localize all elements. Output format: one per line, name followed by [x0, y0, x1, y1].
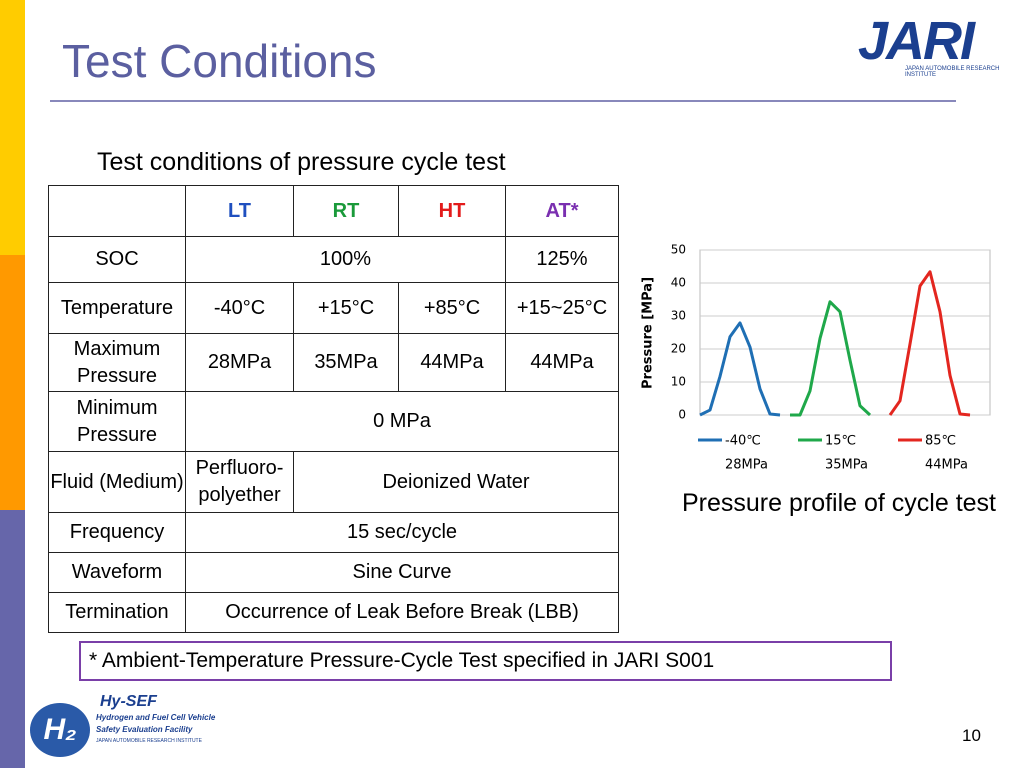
y-axis-label: Pressure [MPa]: [641, 277, 656, 389]
row-label: Fluid (Medium): [48, 451, 186, 513]
y-tick-label: 30: [671, 309, 686, 323]
legend-sublabel: 28MPa: [725, 458, 768, 473]
logo-title: Hy-SEF: [100, 693, 157, 710]
footer-logo: H₂ Hy-SEF Hydrogen and Fuel Cell Vehicle…: [30, 693, 230, 760]
y-tick-label: 10: [671, 375, 686, 389]
row-label: Temperature: [48, 282, 186, 334]
cell: 28MPa: [185, 333, 294, 392]
cell: 44MPa: [398, 333, 506, 392]
chart: Pressure [MPa] Pressure profile of cycle…: [641, 243, 997, 518]
title: Test Conditions: [62, 35, 377, 87]
y-tick-label: 50: [671, 243, 686, 257]
cell: +15°C: [293, 282, 399, 334]
bar-orange: [0, 255, 25, 510]
logo: JARI: [858, 11, 975, 71]
row-label: Frequency: [48, 512, 186, 553]
cell: Sine Curve: [185, 552, 619, 593]
legend-label: 85℃: [925, 434, 956, 449]
row-label: Minimum Pressure: [48, 391, 186, 452]
col-head: HT: [398, 185, 506, 237]
page-number: 10: [962, 726, 981, 745]
cell: -40°C: [185, 282, 294, 334]
row-label: Termination: [48, 592, 186, 633]
footnote: * Ambient-Temperature Pressure-Cycle Tes…: [79, 641, 892, 681]
series-line: [790, 300, 872, 417]
legend-sublabel: 35MPa: [825, 458, 868, 473]
legend-label: 15℃: [825, 434, 856, 449]
bar-yellow: [0, 0, 25, 255]
cell: 0 MPa: [185, 391, 619, 452]
legend-label: -40℃: [725, 434, 761, 449]
logo-line: Safety Evaluation Facility: [96, 725, 193, 734]
logo-line: JAPAN AUTOMOBILE RESEARCH INSTITUTE: [96, 738, 202, 744]
corner: [48, 185, 186, 237]
chart-title: Pressure profile of cycle test: [682, 489, 996, 517]
row-label: SOC: [48, 236, 186, 283]
series-line: [888, 270, 971, 417]
series-line: [699, 321, 781, 417]
col-head: AT*: [505, 185, 619, 237]
y-tick-label: 0: [678, 408, 686, 422]
bar-purple: [0, 510, 25, 768]
table-caption: Test conditions of pressure cycle test: [97, 148, 506, 176]
cell: 35MPa: [293, 333, 399, 392]
row-label: Waveform: [48, 552, 186, 593]
cell: Perfluoro-polyether: [185, 451, 294, 513]
cell: Occurrence of Leak Before Break (LBB): [185, 592, 619, 633]
y-tick-label: 40: [671, 276, 686, 290]
cell: 100%: [185, 236, 506, 283]
cell: +85°C: [398, 282, 506, 334]
logo-subtitle: JAPAN AUTOMOBILE RESEARCH INSTITUTE: [905, 66, 1000, 78]
y-tick-label: 20: [671, 342, 686, 356]
cell: Deionized Water: [293, 451, 619, 513]
title-rule: [50, 100, 956, 102]
logo-line: Hydrogen and Fuel Cell Vehicle: [96, 713, 216, 722]
col-head: LT: [185, 185, 294, 237]
legend-sublabel: 44MPa: [925, 458, 968, 473]
cell: 15 sec/cycle: [185, 512, 619, 553]
col-head: RT: [293, 185, 399, 237]
row-label: Maximum Pressure: [48, 333, 186, 392]
cell: 125%: [505, 236, 619, 283]
cell: 44MPa: [505, 333, 619, 392]
cell: +15~25°C: [505, 282, 619, 334]
h2-badge: H₂: [30, 703, 90, 757]
